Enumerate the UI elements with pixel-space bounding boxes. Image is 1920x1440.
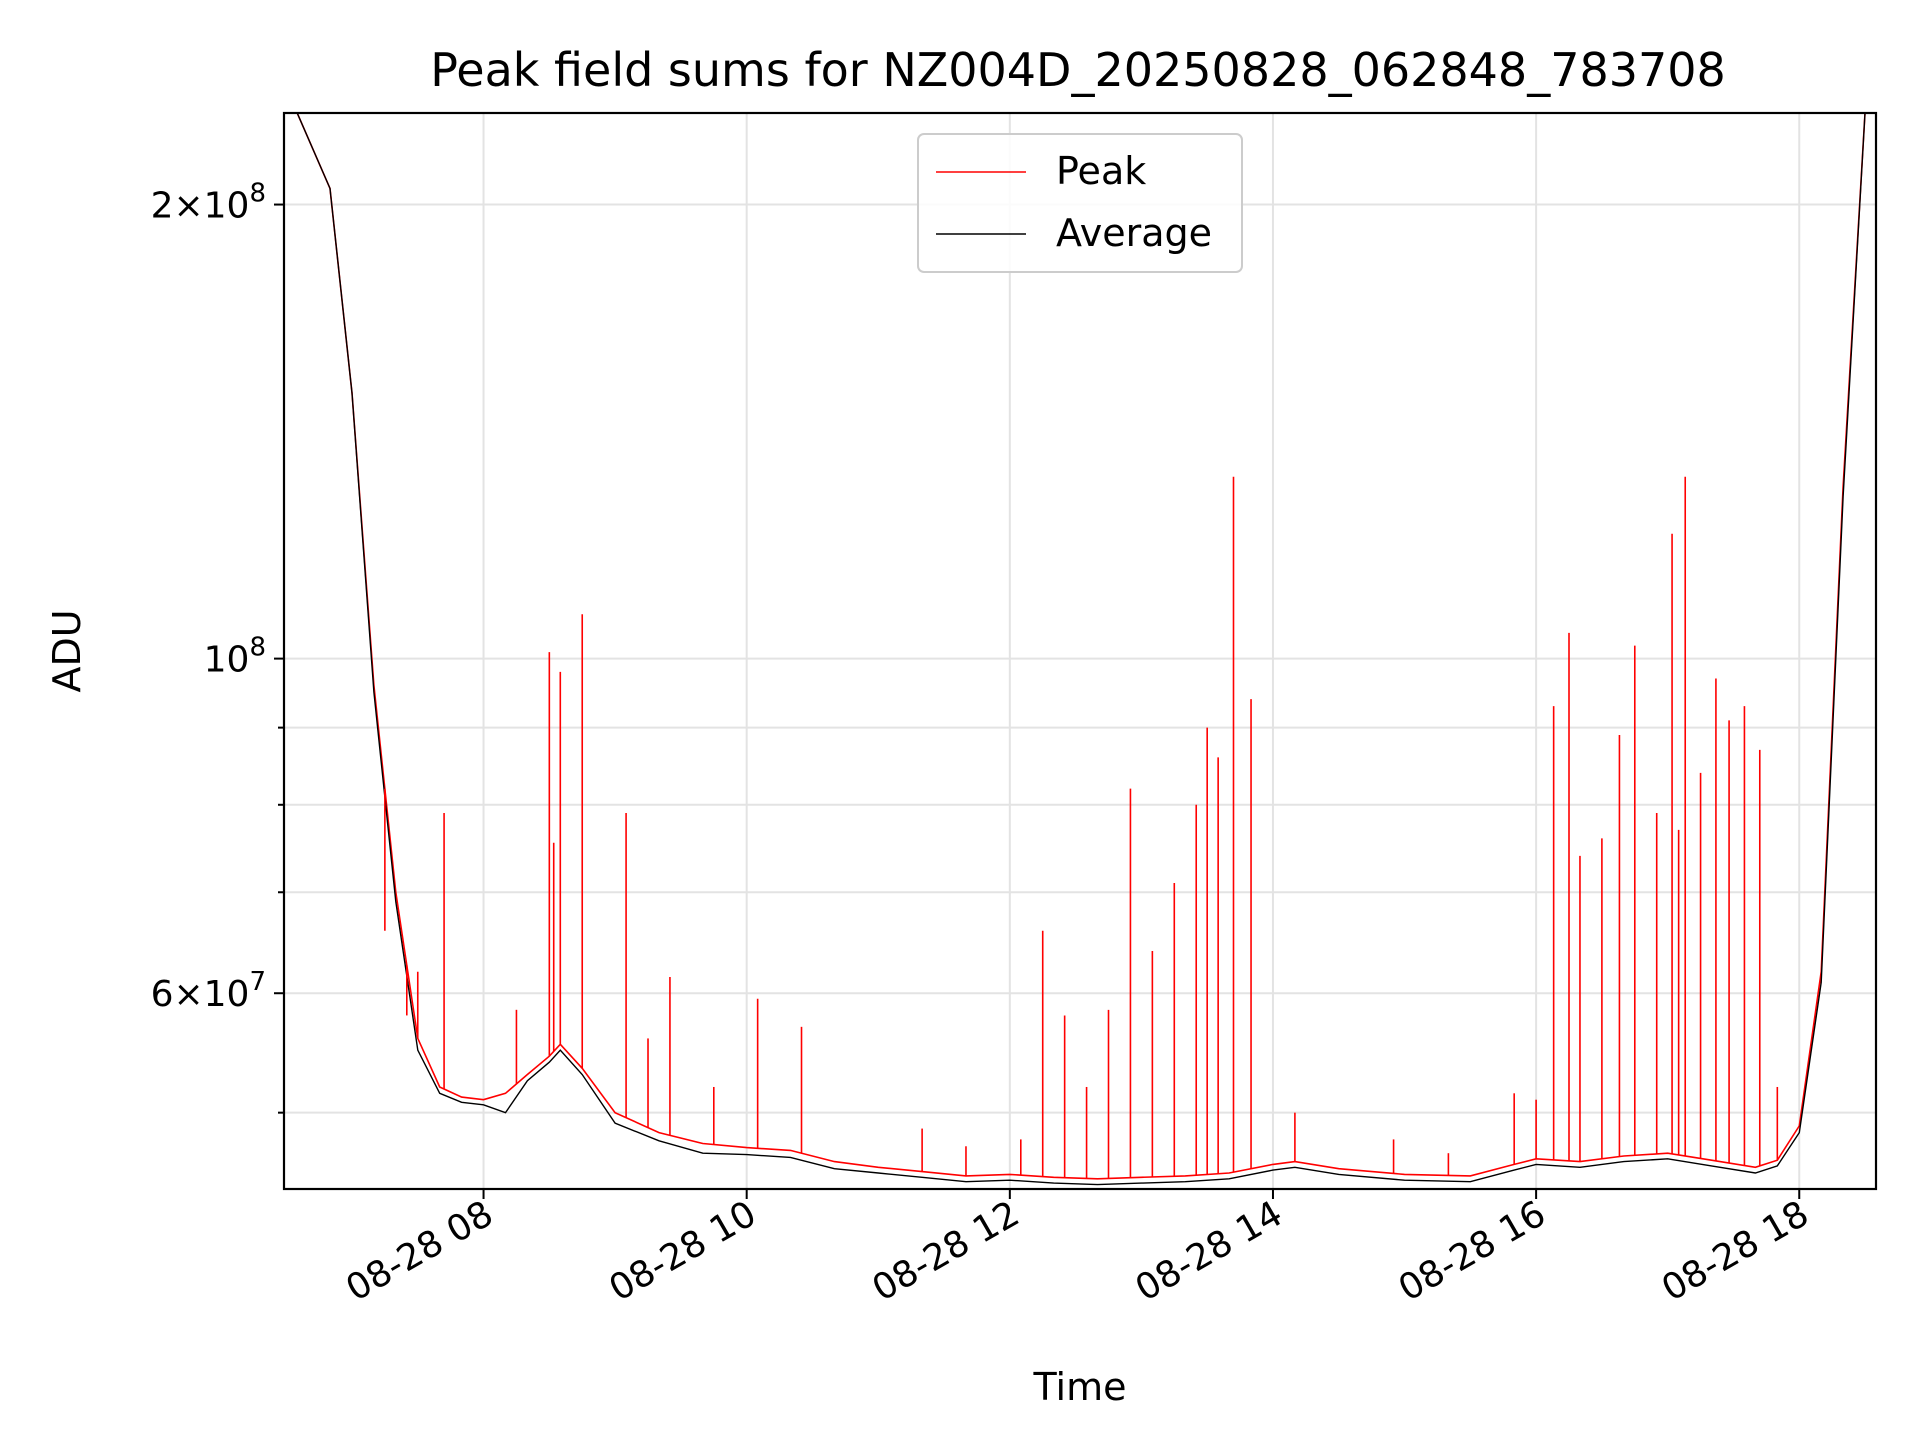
series-line-average bbox=[296, 113, 1866, 1186]
y-tick-label: 6×107 bbox=[151, 967, 266, 1015]
x-tick-label: 08-28 16 bbox=[1392, 1193, 1553, 1309]
y-tick-label: 2×108 bbox=[151, 179, 266, 227]
series-line-peak bbox=[296, 113, 1866, 1180]
x-tick-label: 08-28 12 bbox=[866, 1193, 1027, 1309]
chart-title: Peak field sums for NZ004D_20250828_0628… bbox=[430, 43, 1726, 97]
x-tick-label: 08-28 10 bbox=[603, 1193, 764, 1309]
x-tick-label: 08-28 14 bbox=[1129, 1193, 1290, 1309]
legend: Peak Average bbox=[917, 133, 1243, 273]
axis-ticks: 08-28 08 08-28 10 08-28 12 08-28 14 08-28 16… bbox=[151, 179, 1816, 1310]
legend-peak-label: Peak bbox=[1056, 149, 1146, 193]
axes-frame bbox=[282, 111, 1878, 1191]
grid bbox=[284, 113, 1876, 1189]
legend-average-label: Average bbox=[1056, 211, 1212, 255]
x-tick-label: 08-28 18 bbox=[1655, 1193, 1816, 1309]
x-axis-label: Time bbox=[1033, 1365, 1127, 1409]
legend-box bbox=[917, 133, 1243, 273]
y-axis-label: ADU bbox=[45, 609, 89, 692]
x-tick-label: 08-28 08 bbox=[339, 1193, 500, 1309]
y-tick-label: 108 bbox=[204, 633, 266, 681]
plot-area bbox=[296, 113, 1866, 1186]
